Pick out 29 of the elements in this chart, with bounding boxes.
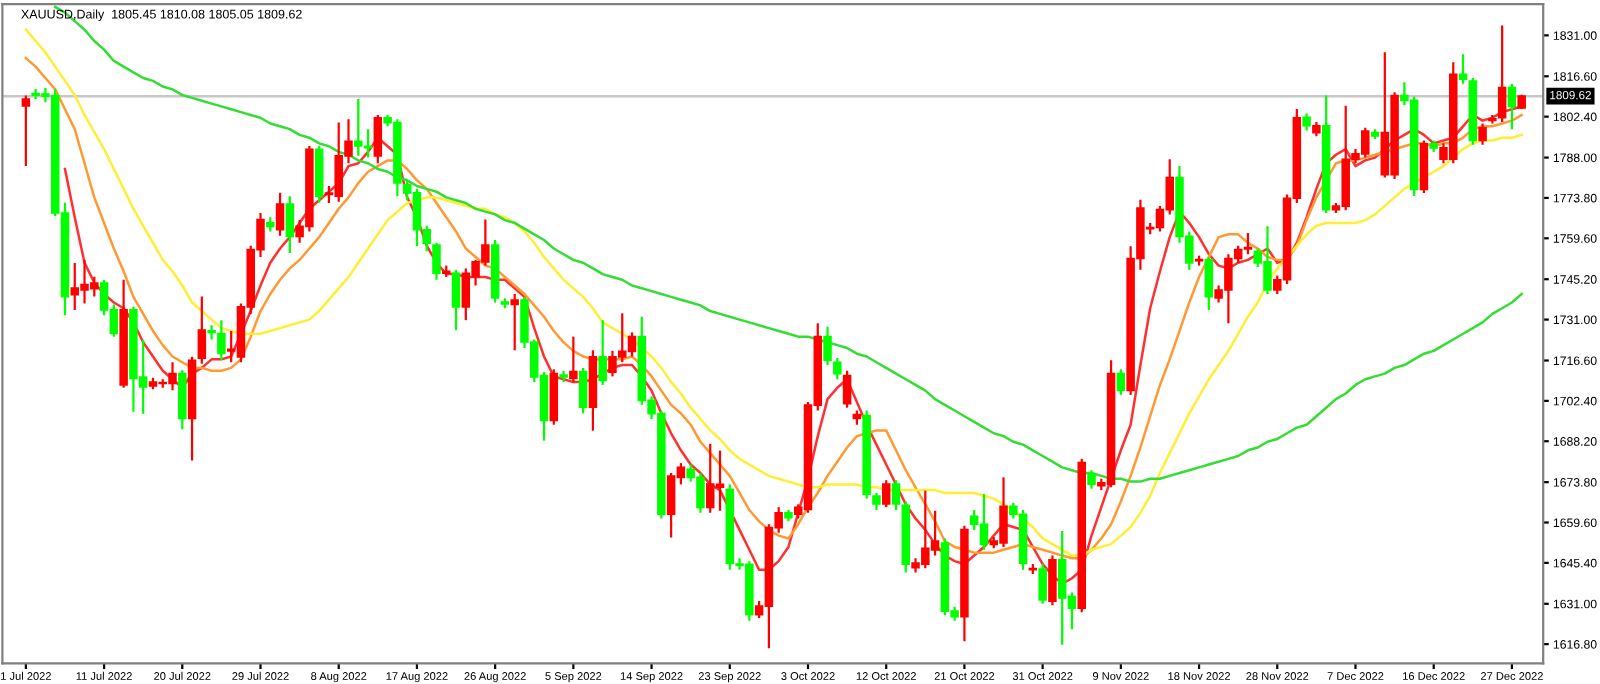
candlestick bbox=[833, 356, 842, 381]
candlestick bbox=[510, 292, 519, 352]
candlestick bbox=[373, 113, 383, 165]
candlestick bbox=[842, 369, 852, 409]
candlestick bbox=[1507, 82, 1517, 131]
candlestick bbox=[1204, 255, 1214, 312]
candlestick bbox=[578, 366, 588, 415]
candlestick bbox=[569, 335, 578, 384]
candlestick bbox=[197, 295, 207, 365]
candlestick bbox=[21, 94, 31, 168]
candlestick bbox=[275, 191, 285, 237]
candlestick bbox=[1087, 469, 1096, 490]
candlestick bbox=[432, 241, 441, 281]
candlestick bbox=[1458, 53, 1468, 85]
candlestick bbox=[1419, 139, 1429, 195]
candlestick bbox=[451, 268, 461, 332]
candlestick bbox=[285, 195, 295, 255]
candlestick bbox=[1116, 368, 1126, 397]
candlestick bbox=[549, 368, 559, 426]
candlestick bbox=[1038, 562, 1047, 605]
candlestick bbox=[178, 369, 187, 431]
candlestick bbox=[1048, 554, 1057, 607]
candlestick bbox=[598, 319, 607, 387]
candlestick bbox=[217, 319, 226, 362]
candlestick bbox=[1478, 122, 1487, 146]
candlestick bbox=[823, 325, 832, 367]
candlestick bbox=[314, 145, 324, 204]
candlestick bbox=[891, 479, 901, 512]
candlestick bbox=[881, 479, 891, 509]
